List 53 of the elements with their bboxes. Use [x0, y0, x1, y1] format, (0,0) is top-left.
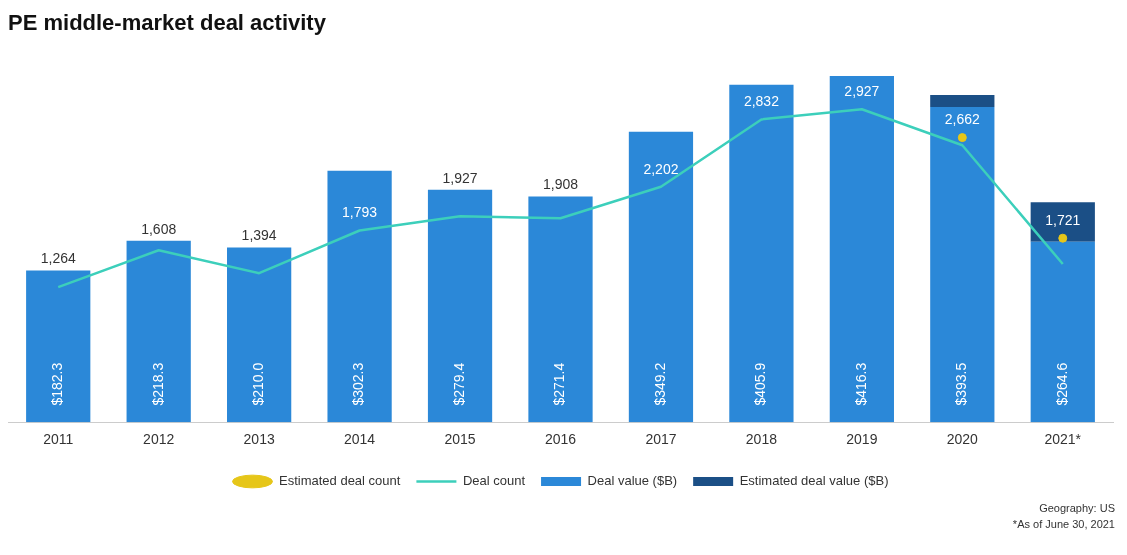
data-label: 1,927 — [442, 169, 478, 186]
bar — [930, 107, 995, 423]
data-label: 1,264 — [40, 250, 76, 267]
data-label: 1,908 — [542, 176, 579, 193]
legend-label: Estimated deal count — [279, 473, 401, 489]
data-label: $302.3 — [350, 362, 367, 406]
text: *As of June 30, 2021 — [1012, 517, 1115, 532]
bar — [930, 94, 995, 108]
bar — [427, 189, 493, 423]
data-label: $416.3 — [852, 362, 869, 406]
data-label: 1,721 — [1045, 212, 1081, 229]
data-label: 2,832 — [743, 93, 780, 110]
data-label: 2,202 — [643, 160, 679, 177]
legend-label: Estimated deal value ($B) — [739, 473, 889, 489]
x-tick-label: 2014 — [344, 431, 376, 448]
data-label: 1,608 — [141, 220, 177, 237]
data-label: $218.3 — [149, 362, 166, 406]
data-label: $210.0 — [250, 362, 266, 406]
data-label: $349.2 — [651, 362, 668, 406]
legend-label: Deal count — [462, 473, 526, 489]
data-label: $271.4 — [551, 362, 568, 406]
bar — [528, 196, 593, 423]
data-label: $279.4 — [450, 362, 467, 406]
data-label: 1,793 — [342, 204, 378, 221]
total-label: $264.6 — [1053, 362, 1070, 406]
data-label: $405.9 — [752, 362, 769, 406]
bar — [227, 247, 292, 423]
bar — [1030, 202, 1095, 242]
x-tick-label: 2015 — [444, 431, 476, 448]
x-tick-label: 2020 — [946, 431, 979, 448]
x-tick-label: 2021* — [1044, 431, 1082, 448]
bar — [1030, 241, 1095, 423]
bar — [729, 84, 794, 423]
data-label: 2,662 — [944, 111, 981, 128]
data-label: 1,394 — [241, 227, 277, 244]
x-tick-label: 2019 — [846, 431, 878, 448]
x-tick-label: 2012 — [143, 431, 175, 448]
data-label: 2,927 — [844, 83, 880, 100]
total-label: $393.5 — [953, 362, 970, 406]
x-tick-label: 2016 — [544, 431, 577, 448]
bar — [628, 131, 694, 423]
bar — [829, 76, 894, 423]
data-label: $182.3 — [49, 362, 66, 406]
chart-title: PE middle-market deal activity — [8, 10, 326, 36]
bar — [26, 270, 91, 423]
x-tick-label: 2013 — [243, 431, 275, 448]
legend-label: Deal value ($B) — [587, 473, 678, 489]
text: Geography: US — [1038, 501, 1115, 516]
x-tick-label: 2018 — [745, 431, 778, 448]
bar — [126, 240, 191, 423]
x-tick-label: 2017 — [645, 431, 677, 448]
x-tick-label: 2011 — [43, 431, 74, 448]
bar — [327, 170, 392, 423]
